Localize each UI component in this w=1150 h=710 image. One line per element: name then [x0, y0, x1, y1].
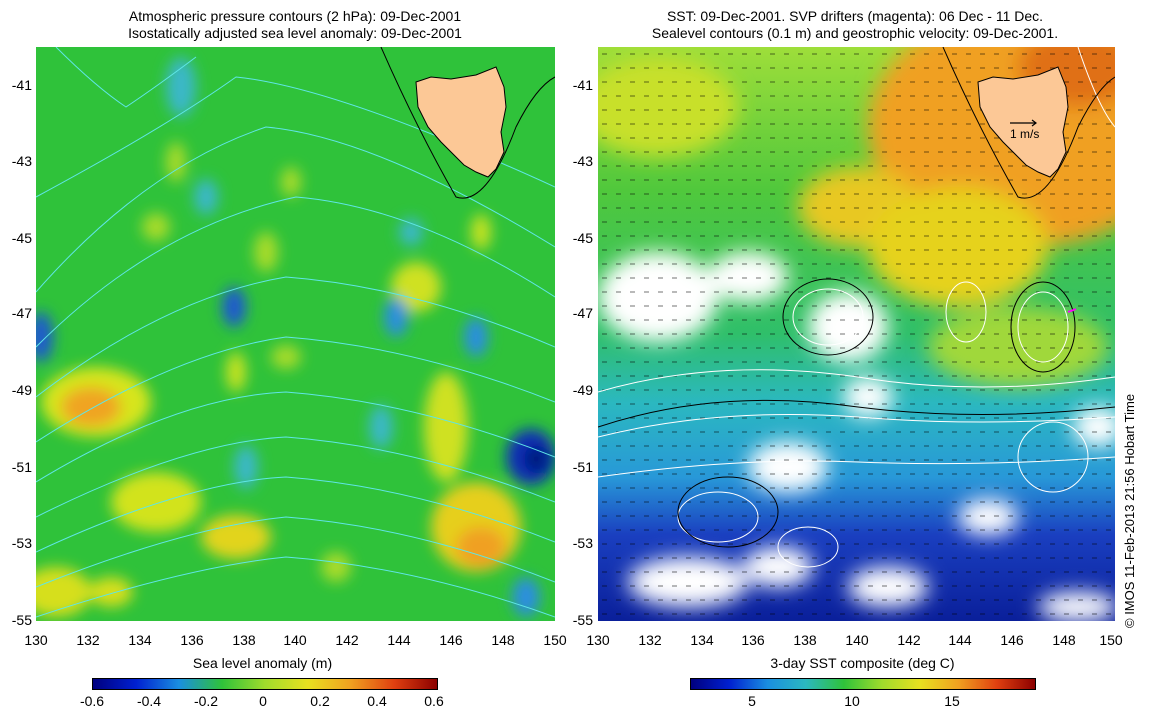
- lon-label: 142: [897, 632, 921, 648]
- tasmania-land-right: [977, 66, 1069, 178]
- colorbar-tick-label: 0.4: [367, 693, 387, 709]
- lon-label: 134: [690, 632, 714, 648]
- sea-level-colorbar: [92, 678, 438, 690]
- lon-label: 134: [128, 632, 152, 648]
- colorbar-tick-label: 5: [748, 693, 756, 709]
- lat-label: -55: [11, 612, 32, 628]
- lon-label: 138: [232, 632, 256, 648]
- sealevel-contours: [598, 47, 1115, 568]
- left-title-line1: Atmospheric pressure contours (2 hPa): 0…: [128, 8, 462, 24]
- lon-label: 132: [638, 632, 662, 648]
- colorbar-tick-label: 0: [259, 693, 267, 709]
- right-title-line2: Sealevel contours (0.1 m) and geostrophi…: [651, 25, 1059, 41]
- lat-label: -49: [11, 382, 32, 398]
- left-colorbar-title: Sea level anomaly (m): [192, 655, 333, 671]
- lon-label: 146: [1000, 632, 1024, 648]
- lat-label: -45: [572, 230, 593, 246]
- right-colorbar-title: 3-day SST composite (deg C): [770, 655, 955, 671]
- velocity-scale-arrowhead: [1031, 119, 1037, 127]
- copyright-text: © IMOS 11-Feb-2013 21:56 Hobart Time: [1122, 393, 1137, 628]
- colorbar-tick-label: -0.4: [136, 693, 162, 709]
- lon-label: 144: [948, 632, 972, 648]
- colorbar-tick-label: 15: [944, 693, 960, 709]
- pressure-contours: [36, 47, 555, 618]
- right-map-title: SST: 09-Dec-2001. SVP drifters (magenta)…: [595, 8, 1115, 42]
- colorbar-tick-label: -0.6: [79, 693, 105, 709]
- lat-label: -51: [572, 459, 593, 475]
- lat-label: -45: [11, 230, 32, 246]
- lat-label: -55: [572, 612, 593, 628]
- lat-label: -53: [572, 535, 593, 551]
- sst-map: 1 m/s: [598, 47, 1117, 621]
- lon-label: 130: [24, 632, 48, 648]
- lat-label: -53: [11, 535, 32, 551]
- lat-label: -47: [11, 305, 32, 321]
- lon-label: 150: [1099, 632, 1123, 648]
- lon-label: 136: [180, 632, 204, 648]
- left-title-line2: Isostatically adjusted sea level anomaly…: [128, 25, 462, 41]
- velocity-scale-label: 1 m/s: [1010, 127, 1040, 141]
- colorbar-tick-label: 10: [844, 693, 860, 709]
- svp-drifter-track: [1067, 308, 1077, 313]
- right-title-line1: SST: 09-Dec-2001. SVP drifters (magenta)…: [666, 8, 1044, 24]
- lat-label: -41: [11, 77, 32, 93]
- lon-label: 132: [76, 632, 100, 648]
- lon-label: 138: [793, 632, 817, 648]
- lat-label: -49: [572, 382, 593, 398]
- sst-colorbar: [690, 678, 1036, 690]
- lat-label: -51: [11, 459, 32, 475]
- lon-label: 130: [586, 632, 610, 648]
- lat-label: -47: [572, 305, 593, 321]
- left-map-title: Atmospheric pressure contours (2 hPa): 0…: [35, 8, 555, 42]
- lon-label: 142: [335, 632, 359, 648]
- tasmania-land: [415, 66, 507, 178]
- lon-label: 136: [741, 632, 765, 648]
- lon-label: 148: [491, 632, 515, 648]
- sea-level-anomaly-map: [36, 47, 555, 621]
- sea-level-anomaly-plot: [36, 47, 555, 621]
- lon-label: 148: [1052, 632, 1076, 648]
- sst-plot: [598, 47, 1115, 621]
- current-streamlines: [598, 278, 1115, 548]
- lat-label: -41: [572, 77, 593, 93]
- colorbar-tick-label: -0.2: [193, 693, 219, 709]
- anomaly-blobs: [36, 57, 555, 617]
- lat-label: -43: [11, 153, 32, 169]
- lon-label: 150: [543, 632, 567, 648]
- lon-label: 146: [439, 632, 463, 648]
- bathymetry-contour-right: [942, 47, 1115, 199]
- lon-label: 140: [845, 632, 869, 648]
- colorbar-tick-label: 0.6: [424, 693, 444, 709]
- lat-label: -43: [572, 153, 593, 169]
- colorbar-tick-label: 0.2: [310, 693, 330, 709]
- lon-label: 140: [283, 632, 307, 648]
- lon-label: 144: [387, 632, 411, 648]
- bathymetry-contour: [380, 47, 555, 199]
